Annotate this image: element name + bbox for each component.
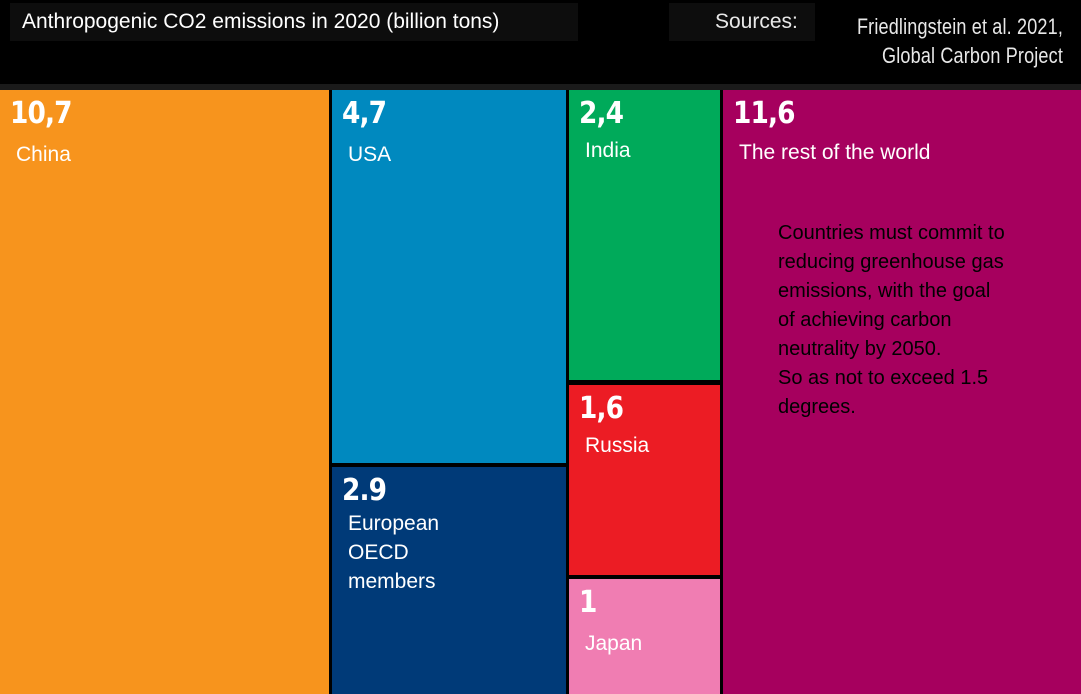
tile-european-oecd: 2.9 European OECD members [332,467,566,694]
tile-label: The rest of the world [739,141,931,164]
tile-value: 11,6 [733,96,796,131]
sources-citation: Friedlingstein et al. 2021, Global Carbo… [817,12,1063,70]
tile-value: 2.9 [342,473,387,508]
tile-value: 2,4 [579,96,624,131]
tile-japan: 1 Japan [569,579,720,694]
tile-russia: 1,6 Russia [569,385,720,575]
tile-label: India [585,139,631,162]
tile-china: 10,7 China [0,90,329,694]
tile-label: USA [348,143,392,166]
tile-label: China [16,143,71,166]
sources-line-1: Friedlingstein et al. 2021, [857,14,1063,39]
tile-value: 1,6 [579,391,624,426]
tile-value: 1 [579,585,597,620]
header-divider [0,84,1081,90]
header-bar: Anthropogenic CO2 emissions in 2020 (bil… [0,0,1081,84]
tile-india: 2,4 India [569,90,720,380]
tile-label: Japan [585,632,643,655]
tile-usa: 4,7 USA [332,90,566,463]
tile-rest-of-world: 11,6 The rest of the world [723,90,1081,694]
sources-label: Sources: [715,10,798,33]
tile-label: Russia [585,434,650,457]
chart-title: Anthropogenic CO2 emissions in 2020 (bil… [10,3,578,41]
annotation-text: Countries must commit to reducing greenh… [778,222,1005,418]
sources-line-2: Global Carbon Project [882,43,1063,68]
sources-label-box [669,3,815,41]
tile-value: 4,7 [342,96,387,131]
tile-value: 10,7 [10,96,73,131]
tile-label: European OECD members [348,512,440,593]
